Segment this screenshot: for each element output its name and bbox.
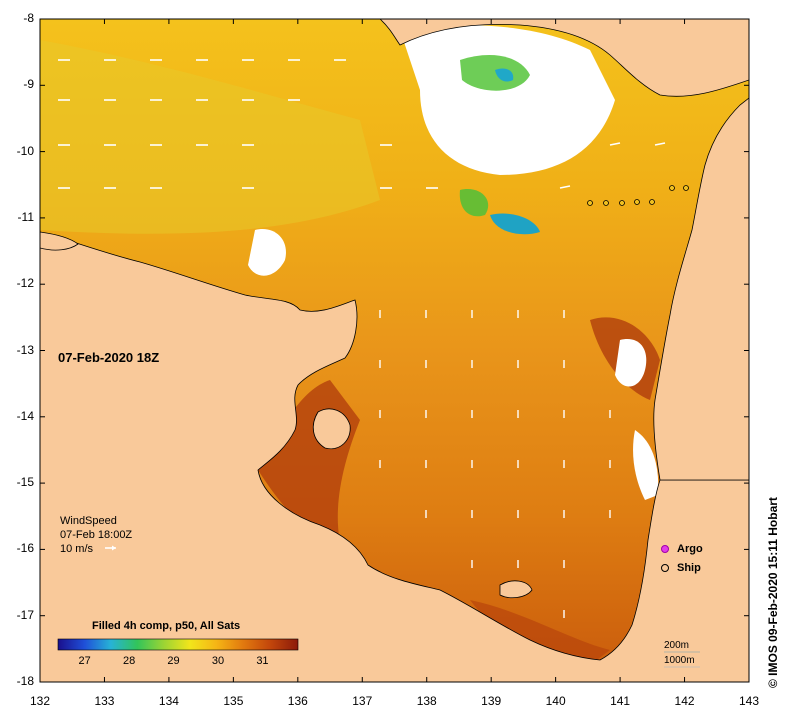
isobath-1000-label: 1000m	[664, 655, 695, 666]
wind-arrow	[609, 142, 621, 146]
lon-tick-label: 143	[738, 694, 760, 708]
cool-patch-3	[459, 189, 489, 217]
map-plot-area	[40, 19, 749, 682]
colorbar	[57, 638, 299, 651]
land-new-guinea	[379, 19, 749, 97]
wind-legend-time: 07-Feb 18:00Z	[60, 529, 133, 541]
imos-credit: © IMOS 09-Feb-2020 15:11 Hobart	[766, 497, 780, 688]
ship-marker	[683, 185, 689, 191]
land-cape-york	[653, 97, 749, 481]
cloud-north	[400, 25, 615, 176]
wind-arrow	[559, 185, 571, 189]
cloud-west	[248, 229, 286, 276]
ship-marker	[634, 199, 640, 205]
cloud-southeast	[633, 430, 659, 500]
lat-tick-label: -9	[23, 77, 34, 92]
land-australia	[40, 231, 749, 682]
ship-marker	[587, 200, 593, 206]
wind-arrow	[654, 142, 666, 146]
land-mornington-island	[499, 580, 533, 599]
ship-marker	[669, 185, 675, 191]
ship-marker	[649, 199, 655, 205]
lon-tick-label: 137	[352, 694, 373, 708]
land-groote-eylandt	[312, 408, 351, 450]
colorbar-title: Filled 4h comp, p50, All Sats	[92, 620, 241, 632]
land-tiwi-islands	[40, 231, 79, 251]
cool-band	[40, 40, 380, 234]
argo-marker	[661, 545, 669, 553]
ship-marker	[603, 200, 609, 206]
lat-tick-label: -14	[16, 408, 34, 423]
wind-legend-scale: 10 m/s	[60, 543, 94, 555]
lat-tick-label: -11	[17, 209, 34, 224]
cool-patch-2	[495, 68, 514, 82]
lon-tick-label: 142	[674, 694, 695, 708]
colorbar-tick-label: 28	[122, 655, 136, 667]
lat-tick-label: -15	[16, 475, 34, 490]
lat-tick-label: -17	[16, 607, 34, 622]
ship-legend-marker	[661, 564, 669, 572]
cool-patch-1	[460, 55, 530, 91]
colorbar-tick-label: 31	[256, 655, 269, 667]
wind-arrows-south	[379, 310, 611, 618]
lat-tick-label: -16	[16, 541, 34, 556]
lon-tick-label: 133	[94, 694, 115, 708]
lon-tick-label: 132	[29, 694, 51, 708]
lat-tick-label: -8	[23, 11, 34, 25]
colorbar-tick-label: 27	[78, 655, 91, 667]
lon-tick-label: 141	[610, 694, 631, 708]
lon-tick-label: 134	[158, 694, 179, 708]
legend-argo-label: Argo	[677, 543, 703, 555]
date-label: 07-Feb-2020 18Z	[58, 350, 160, 365]
ship-track	[587, 185, 689, 206]
isobath-200-label: 200m	[664, 640, 690, 651]
lon-tick-label: 139	[481, 694, 502, 708]
ship-marker	[619, 200, 625, 206]
axis-ticks	[39, 18, 750, 683]
lon-tick-label: 136	[287, 694, 308, 708]
lon-tick-label: 135	[223, 694, 244, 708]
colorbar-tick-label: 29	[167, 655, 180, 667]
lon-tick-label: 140	[545, 694, 566, 708]
wind-arrows	[58, 59, 666, 189]
cloud-east	[615, 339, 647, 387]
wind-scale-arrowhead	[112, 545, 116, 551]
cool-patch-4	[490, 213, 540, 235]
hot-south-zone	[470, 600, 610, 665]
colorbar-tick-label: 30	[211, 655, 225, 667]
lat-tick-label: -18	[16, 674, 34, 688]
lat-tick-label: -12	[16, 276, 34, 291]
wind-legend-title: WindSpeed	[60, 515, 117, 527]
legend-ship-label: Ship	[677, 562, 701, 574]
lat-tick-label: -10	[16, 143, 34, 158]
lon-tick-label: 138	[416, 694, 437, 708]
lat-tick-label: -13	[16, 342, 34, 357]
